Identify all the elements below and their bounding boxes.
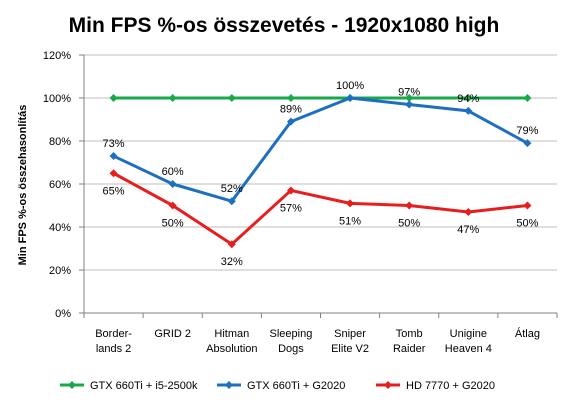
data-label-hd-7770-g2020: 65% — [103, 185, 125, 197]
y-tick-label: 40% — [49, 222, 71, 234]
y-tick-labels: 0% 20% 40% 60% 80% 100% 120% — [43, 50, 71, 320]
data-label-hd-7770-g2020: 50% — [162, 218, 184, 230]
legend-marker — [225, 381, 233, 389]
legend-label: GTX 660Ti + G2020 — [247, 380, 345, 392]
x-category-label: Átlag — [515, 327, 540, 340]
data-point-gtx-660ti-g2020 — [346, 94, 355, 102]
x-category-label: Unigine Heaven 4 — [445, 328, 492, 355]
data-label-gtx-660ti-g2020: 97% — [398, 86, 420, 98]
y-axis-label: Min FPS %-os összehasonlítás — [17, 105, 29, 266]
data-label-gtx-660ti-g2020: 60% — [162, 166, 184, 178]
x-category-label: GRID 2 — [154, 328, 191, 340]
legend-label: HD 7770 + G2020 — [406, 380, 495, 392]
data-label-hd-7770-g2020: 50% — [398, 218, 420, 230]
data-point-gtx-660ti-i5-2500k — [523, 94, 532, 102]
data-point-gtx-660ti-g2020 — [464, 106, 473, 115]
series-line-hd-7770-g2020 — [112, 171, 528, 246]
gridlines — [84, 54, 557, 271]
data-point-gtx-660ti-g2020 — [109, 152, 118, 161]
data-label-gtx-660ti-g2020: 89% — [280, 104, 302, 116]
legend-marker — [68, 381, 76, 389]
data-point-hd-7770-g2020 — [227, 240, 236, 249]
data-label-gtx-660ti-g2020: 94% — [457, 93, 479, 105]
data-label-gtx-660ti-g2020: 73% — [103, 138, 125, 150]
data-point-gtx-660ti-g2020 — [523, 139, 532, 148]
y-tick-label: 120% — [43, 50, 71, 62]
data-point-gtx-660ti-i5-2500k — [464, 94, 473, 102]
x-category-label: Border-lands 2 — [95, 328, 132, 355]
data-point-gtx-660ti-g2020 — [405, 100, 414, 109]
x-category-label: Tomb Raider — [393, 328, 426, 355]
y-tick-label: 0% — [55, 308, 71, 320]
series-lines — [109, 94, 532, 249]
x-category-label: Sniper Elite V2 — [331, 328, 369, 355]
y-tick-label: 60% — [49, 179, 71, 191]
chart-title: Min FPS %-os összevetés - 1920x1080 high — [69, 14, 500, 37]
data-point-gtx-660ti-i5-2500k — [405, 94, 414, 102]
data-label-gtx-660ti-g2020: 100% — [336, 80, 364, 92]
series-line-gtx-660ti-g2020 — [112, 96, 529, 203]
data-point-hd-7770-g2020 — [405, 201, 414, 210]
legend: GTX 660Ti + i5-2500k GTX 660Ti + G2020 HD … — [60, 380, 495, 392]
data-point-hd-7770-g2020 — [464, 207, 473, 216]
data-label-hd-7770-g2020: 57% — [280, 202, 302, 214]
data-point-hd-7770-g2020 — [346, 199, 355, 208]
data-label-hd-7770-g2020: 32% — [221, 256, 243, 268]
data-point-hd-7770-g2020 — [523, 201, 532, 210]
y-tick-label: 100% — [43, 93, 71, 105]
data-point-hd-7770-g2020 — [286, 186, 295, 195]
data-point-gtx-660ti-g2020 — [227, 197, 236, 206]
y-tick-label: 20% — [49, 265, 71, 277]
data-point-gtx-660ti-i5-2500k — [286, 94, 295, 102]
data-point-gtx-660ti-g2020 — [168, 180, 177, 188]
y-tick-label: 80% — [49, 136, 71, 148]
data-point-gtx-660ti-i5-2500k — [168, 94, 177, 102]
data-label-hd-7770-g2020: 51% — [339, 215, 361, 227]
data-label-gtx-660ti-g2020: 79% — [516, 125, 538, 137]
data-label-hd-7770-g2020: 50% — [516, 218, 538, 230]
legend-label: GTX 660Ti + i5-2500k — [90, 380, 198, 392]
data-label-gtx-660ti-g2020: 52% — [221, 183, 243, 195]
x-category-label: Hitman Absolution — [206, 328, 257, 355]
data-point-gtx-660ti-i5-2500k — [109, 94, 118, 102]
data-point-gtx-660ti-i5-2500k — [227, 94, 236, 102]
data-point-gtx-660ti-g2020 — [286, 117, 295, 126]
data-point-hd-7770-g2020 — [109, 169, 118, 178]
data-point-hd-7770-g2020 — [168, 201, 177, 210]
legend-marker — [384, 381, 392, 389]
data-label-hd-7770-g2020: 47% — [457, 224, 479, 236]
axes — [79, 54, 558, 318]
data-labels: 73% 60% 52% 89% 100% 97% 94% 79% 65% 50% 32% 57% 51%… — [103, 80, 539, 268]
x-category-label: Sleeping Dogs — [270, 328, 313, 355]
x-category-labels: Border-lands 2 GRID 2 Hitman Absolution Slee… — [95, 327, 540, 355]
